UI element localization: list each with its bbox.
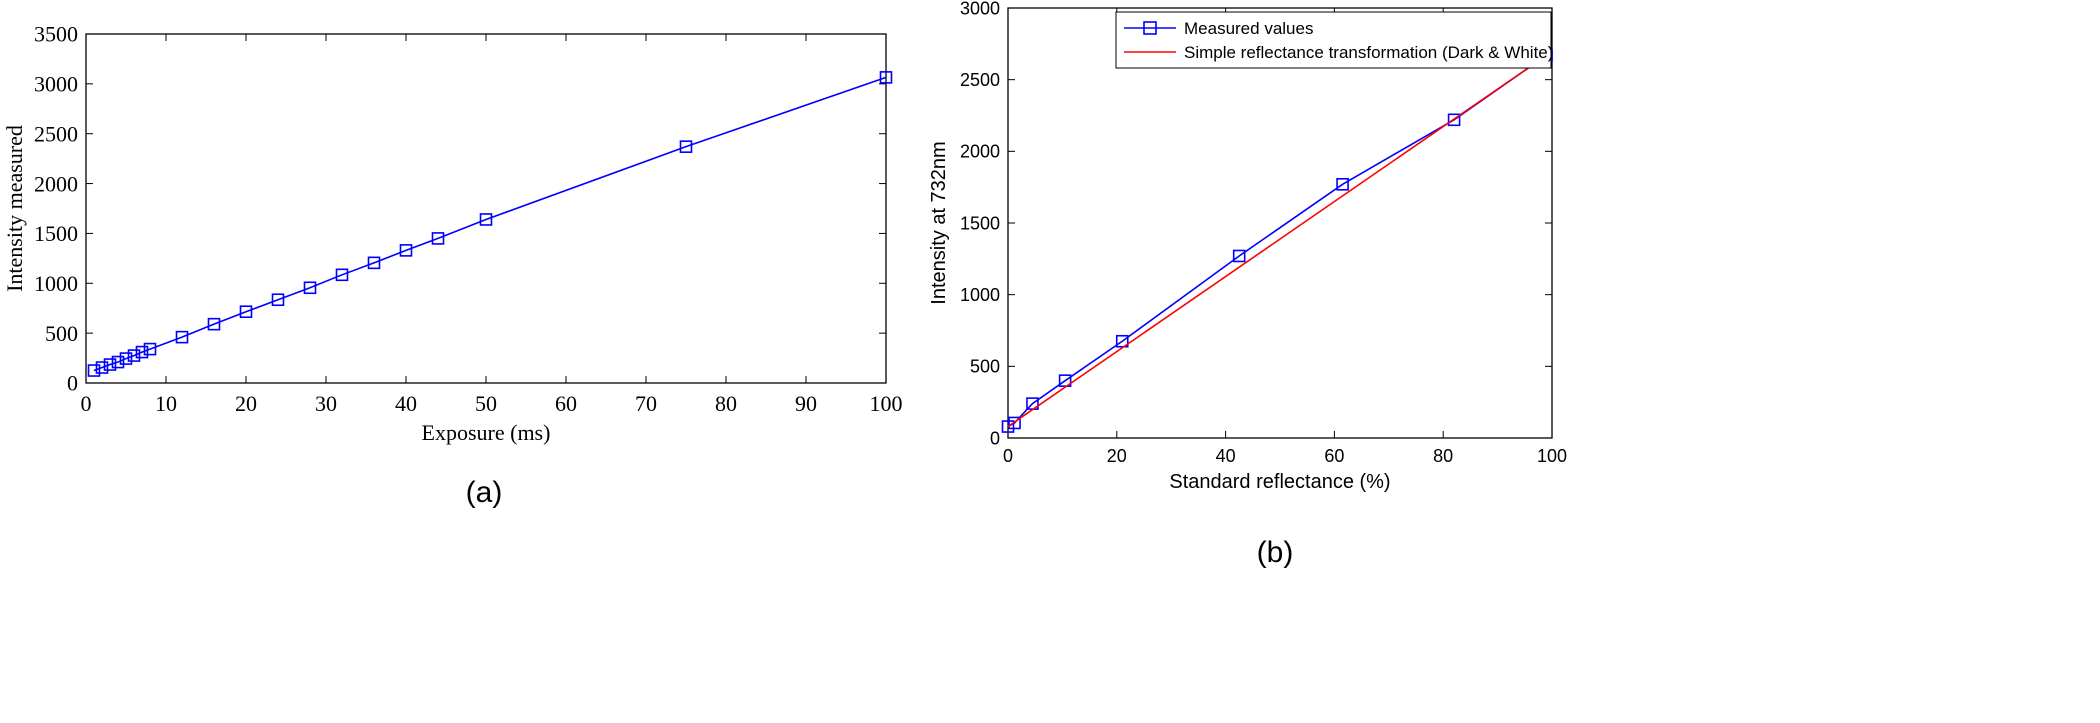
x-axis-label: Standard reflectance (%) [1169, 471, 1390, 493]
data-point [1336, 178, 1349, 191]
x-tick-label: 100 [870, 391, 903, 416]
y-tick-label: 3000 [960, 0, 1000, 18]
x-tick-label: 30 [315, 391, 337, 416]
y-axis-label: Intensity at 732nm [928, 141, 950, 304]
x-tick-label: 80 [1433, 446, 1453, 466]
legend-marker [1143, 21, 1157, 35]
data-point [103, 358, 117, 371]
y-tick-label: 1500 [960, 213, 1000, 233]
data-point [1232, 249, 1246, 263]
x-tick-label: 10 [155, 391, 177, 416]
series-line [1007, 54, 1548, 428]
data-point [95, 361, 109, 374]
legend-box [1115, 11, 1552, 69]
data-point [1001, 420, 1015, 433]
y-tick-label: 1000 [960, 285, 1000, 305]
data-point [207, 317, 221, 331]
data-point [879, 71, 893, 84]
x-tick-label: 60 [1324, 446, 1344, 466]
x-tick-label: 0 [81, 391, 92, 416]
data-point [679, 140, 693, 153]
legend-label: Measured values [1184, 19, 1313, 38]
data-point [1058, 374, 1072, 387]
y-tick-label: 0 [990, 428, 1000, 448]
y-tick-label: 500 [970, 357, 1000, 377]
x-tick-label: 60 [555, 391, 577, 416]
series-line [1007, 54, 1548, 428]
data-point [119, 352, 133, 365]
data-point [175, 330, 189, 344]
y-tick-label: 500 [45, 321, 78, 346]
data-point [335, 268, 349, 282]
data-point [111, 355, 125, 369]
y-tick-label: 3000 [34, 72, 78, 97]
x-tick-label: 80 [715, 391, 737, 416]
plot-frame [85, 33, 887, 384]
series-line [93, 76, 887, 372]
y-tick-label: 0 [67, 371, 78, 396]
panel-label: (b) [1257, 536, 1294, 569]
data-point [367, 256, 381, 270]
x-tick-label: 20 [235, 391, 257, 416]
data-point [127, 349, 141, 362]
plot-frame [1007, 7, 1553, 439]
y-axis-label: Intensity measured [2, 125, 27, 292]
y-tick-label: 1500 [34, 221, 78, 246]
x-tick-label: 90 [795, 391, 817, 416]
y-tick-label: 2500 [34, 121, 78, 146]
data-point [143, 342, 157, 356]
chart-a: 0 10 20 30 40 50 60 70 80 90 100050010001500200025… [2, 22, 903, 509]
x-tick-label: 100 [1537, 446, 1567, 466]
x-tick-label: 70 [635, 391, 657, 416]
chart-b: 0 20 40 60 80 100050010001500200025003000Stan… [928, 0, 1567, 569]
x-tick-label: 40 [395, 391, 417, 416]
y-tick-label: 2000 [34, 171, 78, 196]
x-tick-label: 50 [475, 391, 497, 416]
y-tick-label: 2000 [960, 142, 1000, 162]
data-point [1008, 416, 1021, 430]
legend-label: Simple reflectance transformation (Dark … [1184, 43, 1553, 62]
x-tick-label: 20 [1107, 446, 1127, 466]
data-point [87, 364, 101, 377]
data-point [239, 305, 253, 319]
data-point [303, 281, 317, 295]
data-point [399, 244, 413, 257]
panel-label: (a) [466, 476, 503, 509]
data-point [135, 345, 149, 359]
y-tick-label: 3500 [34, 22, 78, 47]
x-tick-label: 0 [1003, 446, 1013, 466]
data-point [1447, 113, 1461, 127]
y-tick-label: 2500 [960, 70, 1000, 90]
data-point [1115, 334, 1129, 348]
x-axis-label: Exposure (ms) [422, 420, 551, 445]
data-point [479, 213, 493, 226]
y-tick-label: 1000 [34, 271, 78, 296]
data-point [431, 232, 445, 245]
x-tick-label: 40 [1216, 446, 1236, 466]
data-point [271, 293, 285, 307]
